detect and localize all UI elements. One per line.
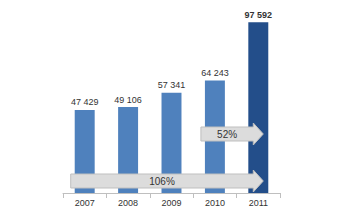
svg-text:106%: 106% — [149, 176, 175, 187]
svg-text:2010: 2010 — [205, 198, 225, 208]
svg-text:97 592: 97 592 — [245, 10, 273, 20]
svg-text:52%: 52% — [217, 129, 237, 140]
svg-text:57 341: 57 341 — [158, 80, 186, 90]
svg-text:2008: 2008 — [118, 198, 138, 208]
svg-text:47 429: 47 429 — [71, 97, 99, 107]
svg-text:49 106: 49 106 — [114, 95, 142, 105]
svg-text:2009: 2009 — [161, 198, 181, 208]
svg-text:2011: 2011 — [249, 198, 268, 208]
svg-text:64 243: 64 243 — [201, 68, 229, 78]
svg-text:2007: 2007 — [75, 198, 95, 208]
